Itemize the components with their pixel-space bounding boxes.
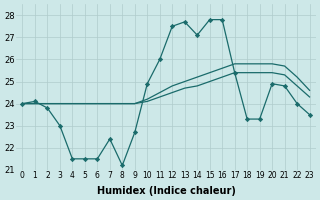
- X-axis label: Humidex (Indice chaleur): Humidex (Indice chaleur): [97, 186, 236, 196]
